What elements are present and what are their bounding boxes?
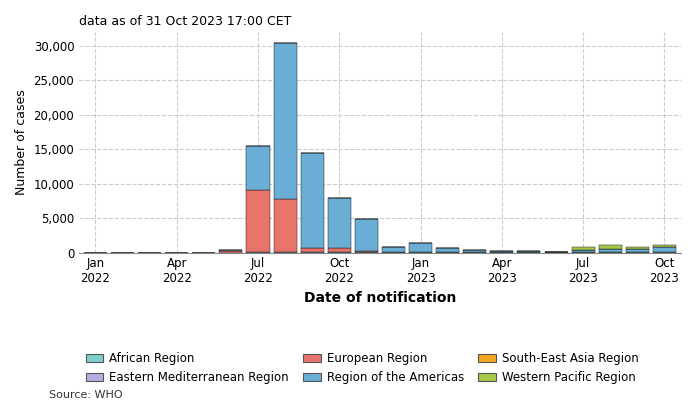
Bar — [626, 247, 649, 249]
Bar — [491, 251, 514, 252]
Bar — [274, 44, 296, 198]
Bar — [653, 248, 676, 252]
Bar — [599, 249, 622, 252]
Y-axis label: Number of cases: Number of cases — [15, 89, 28, 195]
Bar — [219, 250, 242, 252]
Bar — [464, 250, 487, 252]
Bar — [246, 146, 269, 190]
Bar — [301, 153, 324, 248]
Bar — [382, 247, 405, 252]
Bar — [626, 249, 649, 252]
Bar — [328, 248, 351, 252]
Bar — [355, 251, 378, 252]
Legend: African Region, Eastern Mediterranean Region, European Region, Region of the Ame: African Region, Eastern Mediterranean Re… — [79, 346, 644, 390]
Bar — [355, 219, 378, 251]
Bar — [301, 248, 324, 252]
Text: data as of 31 Oct 2023 17:00 CET: data as of 31 Oct 2023 17:00 CET — [79, 15, 292, 28]
Bar — [653, 245, 676, 248]
Bar — [571, 250, 594, 252]
Bar — [409, 243, 432, 252]
Bar — [246, 190, 269, 252]
Bar — [436, 248, 459, 252]
Bar — [571, 247, 594, 250]
Bar — [328, 198, 351, 248]
Text: Source: WHO: Source: WHO — [49, 390, 122, 400]
X-axis label: Date of notification: Date of notification — [303, 291, 456, 305]
Bar — [274, 198, 296, 252]
Bar — [517, 251, 541, 252]
Bar — [599, 246, 622, 249]
